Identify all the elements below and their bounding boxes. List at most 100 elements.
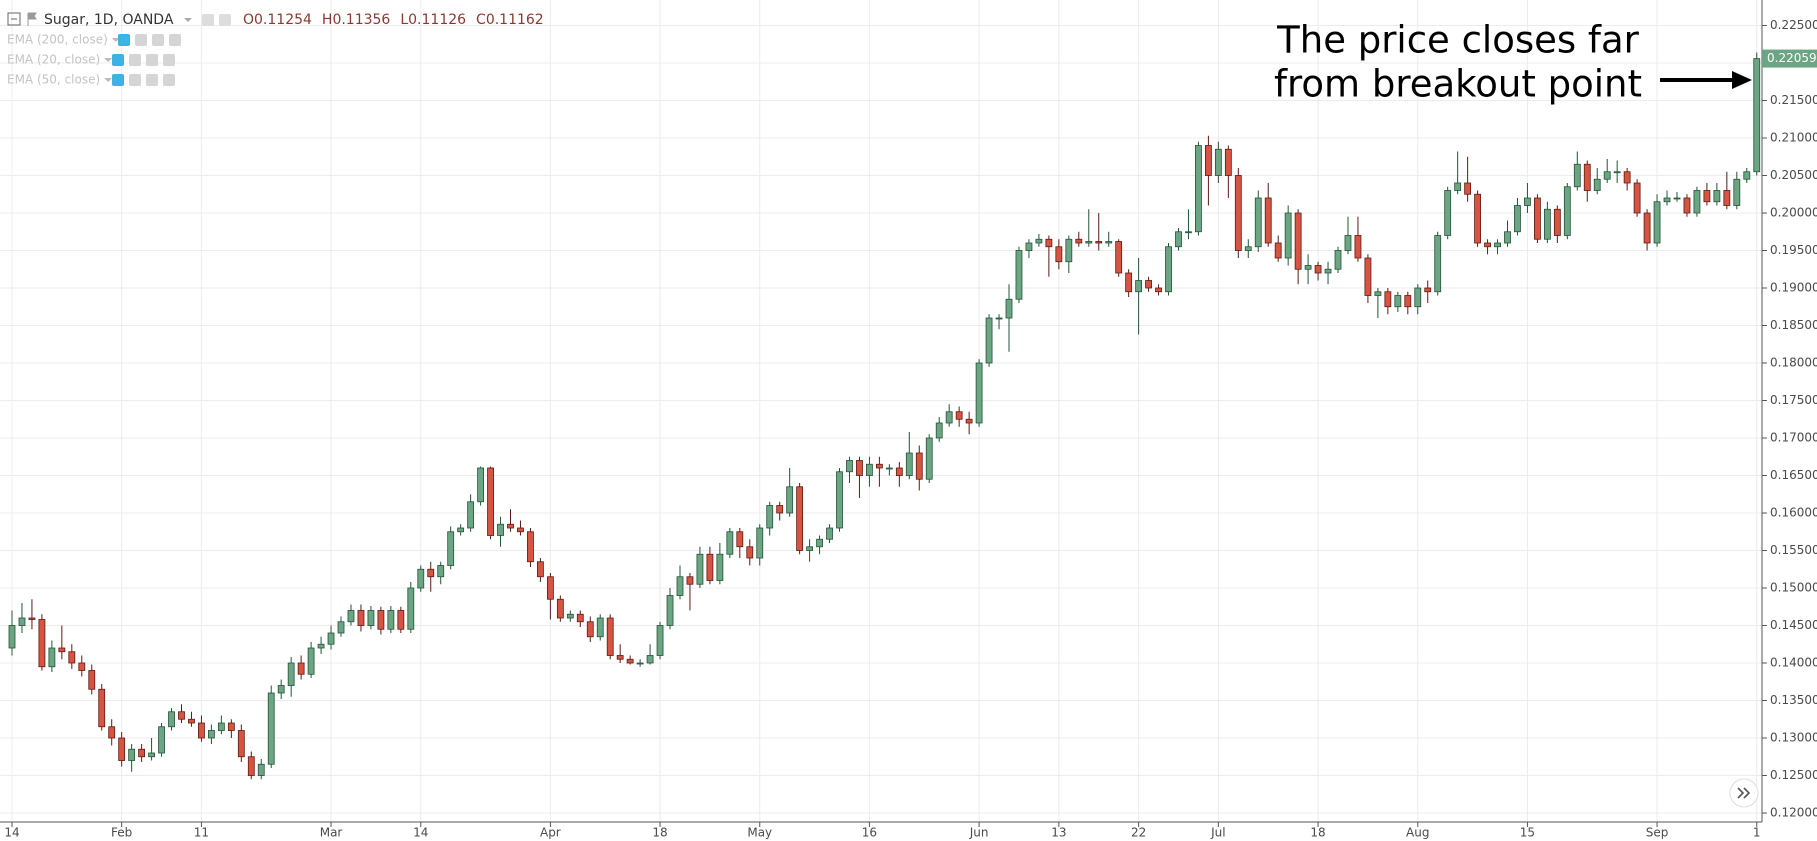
candle-body	[227, 722, 235, 731]
collapse-icon[interactable]	[7, 12, 21, 26]
candle-body	[1424, 287, 1432, 293]
candle-body	[477, 467, 484, 503]
candle-body	[517, 527, 524, 533]
y-tick-label: 0.17500	[1770, 393, 1817, 407]
candle-body	[796, 486, 804, 551]
candle-body	[606, 617, 614, 656]
indicator-button[interactable]	[169, 34, 181, 46]
indicator-dropdown	[111, 38, 120, 42]
candle-body	[447, 531, 455, 566]
settings-icon[interactable]	[202, 14, 214, 26]
candle-body	[866, 463, 873, 476]
candle-body	[297, 662, 305, 675]
candle-body	[28, 617, 36, 620]
candle-body	[1643, 212, 1651, 244]
candle-body	[397, 610, 405, 630]
candle-body	[1234, 175, 1242, 251]
candle-body	[945, 411, 953, 424]
x-tick-label: Feb	[111, 826, 132, 840]
candle-body	[1314, 265, 1322, 274]
candle-body	[178, 711, 185, 720]
flag-icon[interactable]	[27, 12, 37, 26]
candle-body	[636, 662, 644, 665]
y-tick-label: 0.18000	[1770, 356, 1817, 370]
candle-body	[955, 411, 963, 420]
candle-body	[198, 722, 205, 739]
y-tick-label: 0.13500	[1770, 693, 1817, 707]
indicator-visibility-button[interactable]	[112, 54, 124, 66]
candle-body	[527, 531, 534, 563]
candle-body	[1055, 246, 1063, 263]
y-tick-label: 0.20000	[1770, 206, 1817, 220]
indicator-visibility-button[interactable]	[118, 34, 130, 46]
candle-body	[676, 576, 684, 596]
indicator-dropdown	[104, 78, 113, 82]
candle-body	[1633, 182, 1641, 214]
candle-body	[1593, 178, 1601, 191]
candle-body	[1553, 208, 1561, 236]
x-tick-label: Mar	[320, 826, 343, 840]
candle-body	[437, 565, 445, 578]
candle-body	[786, 486, 794, 514]
candle-body	[816, 538, 823, 548]
candle-body	[856, 460, 863, 476]
candle-body	[1464, 182, 1472, 195]
candle-body	[1543, 208, 1551, 240]
candle-body	[88, 670, 96, 690]
x-tick-label: 18	[1310, 826, 1325, 840]
settings-icon[interactable]	[219, 14, 231, 26]
indicator-button[interactable]	[163, 74, 175, 86]
symbol-title: Sugar, 1D, OANDA	[44, 12, 174, 28]
candle-body	[1334, 250, 1342, 270]
candle-body	[1743, 171, 1751, 180]
candle-body	[576, 613, 584, 623]
indicator-button[interactable]	[129, 54, 141, 66]
candle-body	[686, 576, 694, 585]
dropdown-icon[interactable]	[184, 18, 192, 22]
indicator-button[interactable]	[129, 74, 141, 86]
candle-body	[18, 617, 26, 626]
candle-body	[1274, 242, 1282, 259]
candle-body	[1733, 178, 1741, 206]
indicator-button[interactable]	[152, 34, 164, 46]
indicator-button[interactable]	[146, 74, 158, 86]
y-tick-label: 0.12500	[1770, 768, 1817, 782]
y-tick-label: 0.16500	[1770, 468, 1817, 482]
candle-body	[1185, 231, 1192, 234]
candle-body	[68, 651, 76, 664]
candle-body	[1573, 163, 1581, 188]
candle-body	[1474, 193, 1481, 244]
candle-body	[1005, 298, 1013, 319]
indicator-visibility-button[interactable]	[112, 74, 124, 86]
candle-body	[895, 467, 903, 476]
x-tick-label: Aug	[1406, 826, 1429, 840]
candle-body	[377, 610, 385, 630]
candle-body	[247, 756, 255, 776]
indicators: EMA (200, close) EMA (20, close) EMA (50, …	[7, 33, 181, 87]
candle-body	[98, 688, 106, 728]
candle-body	[1195, 145, 1202, 233]
x-tick-label: 18	[652, 826, 667, 840]
candle-body	[158, 726, 165, 754]
indicator-button[interactable]	[163, 54, 175, 66]
candle-body	[1434, 235, 1442, 293]
x-tick-label: 15	[1520, 826, 1535, 840]
indicator-button[interactable]	[135, 34, 147, 46]
candle-body	[537, 561, 544, 578]
x-tick-label: 14	[413, 826, 428, 840]
y-tick-label: 0.12000	[1770, 806, 1817, 820]
candle-body	[626, 658, 634, 664]
candle-body	[846, 460, 853, 473]
candle-body	[407, 587, 415, 630]
y-tick-label: 0.19000	[1770, 281, 1817, 295]
candle-body	[138, 748, 146, 758]
candle-body	[1075, 238, 1083, 244]
candle-body	[257, 763, 265, 776]
indicator-button[interactable]	[146, 54, 158, 66]
candle-body	[1563, 186, 1571, 236]
candle-body	[1125, 272, 1133, 293]
ohlc-value: C0.11162	[476, 12, 544, 28]
candle-body	[317, 643, 325, 649]
candle-body	[756, 527, 764, 559]
